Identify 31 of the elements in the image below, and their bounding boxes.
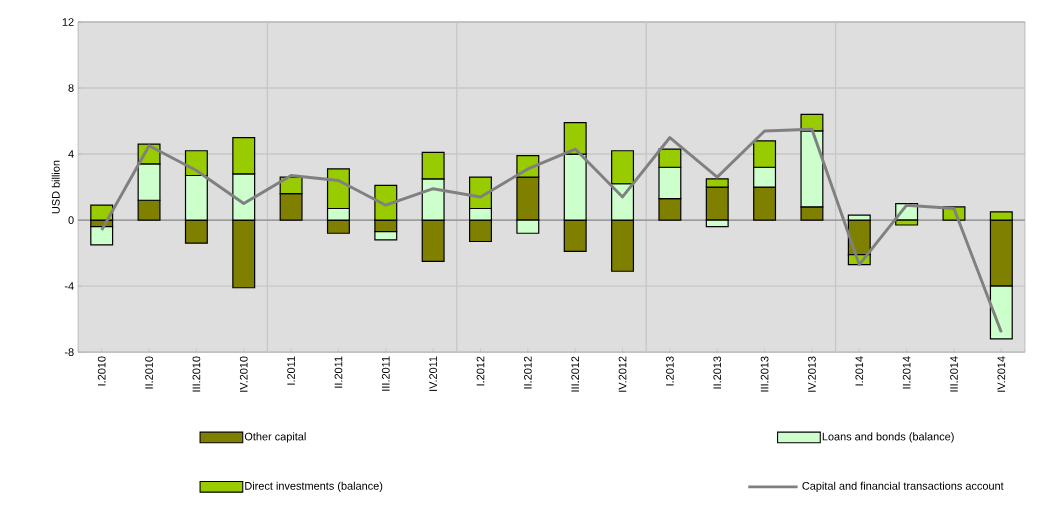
- x-tick-label: II.2010: [145, 356, 153, 389]
- x-tick-label: IV.2012: [618, 356, 627, 392]
- x-tick-label: II.2012: [523, 356, 532, 389]
- legend-label: Direct investments (balance): [245, 481, 383, 492]
- x-tick-label: III.2012: [571, 356, 580, 392]
- x-tick-label: IV.2014: [997, 356, 1006, 392]
- y-tick-label: 12: [62, 18, 74, 26]
- y-tick-label: 4: [68, 150, 74, 158]
- legend-label: Loans and bonds (balance): [822, 432, 954, 443]
- y-tick-label: 0: [68, 216, 74, 225]
- y-tick-label: 8: [68, 84, 74, 92]
- x-tick-label: I.2012: [476, 356, 485, 386]
- x-tick-label: III.2014: [950, 356, 958, 392]
- y-tick-label: -8: [64, 348, 74, 357]
- x-tick-label: IV.2011: [429, 356, 438, 391]
- x-tick-label: IV.2013: [808, 356, 816, 392]
- y-axis-title: USD billion: [51, 160, 60, 214]
- legend-label: Other capital: [244, 432, 306, 443]
- x-tick-label: III.2011: [381, 356, 390, 391]
- x-tick-label: II.2013: [713, 356, 722, 389]
- x-tick-label: IV.2010: [239, 356, 248, 392]
- x-tick-label: III.2013: [760, 356, 769, 392]
- legend-label: Capital and financial transactions account: [802, 481, 1004, 492]
- x-tick-label: I.2011: [287, 356, 295, 385]
- y-tick-label: -4: [64, 282, 74, 290]
- x-tick-label: III.2010: [192, 356, 201, 392]
- x-tick-label: II.2014: [902, 356, 911, 389]
- x-tick-label: II.2011: [334, 356, 343, 388]
- x-tick-label: I.2014: [855, 356, 864, 386]
- x-tick-label: I.2013: [666, 356, 674, 386]
- x-tick-label: I.2010: [97, 356, 106, 386]
